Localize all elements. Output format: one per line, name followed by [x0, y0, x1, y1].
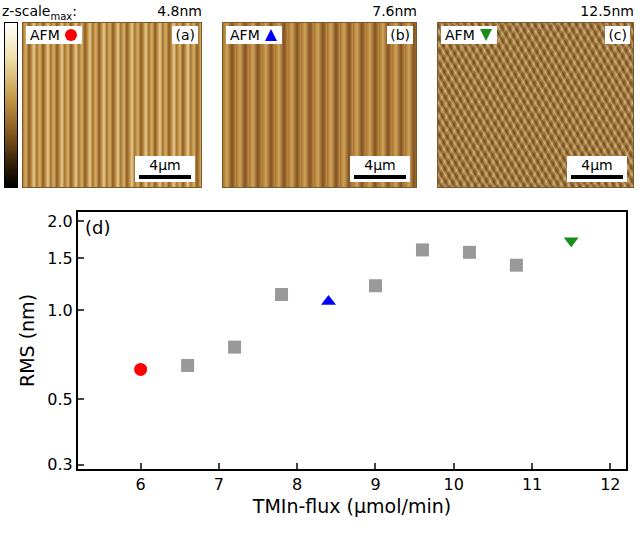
svg-text:(d): (d)	[85, 217, 110, 238]
html-text:AFM: AFM	[445, 27, 475, 43]
html-text:(a): (a)	[175, 27, 195, 43]
svg-text:12: 12	[600, 475, 620, 494]
svg-text:RMS (nm): RMS (nm)	[16, 294, 38, 387]
svg-text:8: 8	[292, 475, 302, 494]
html-text:AFM: AFM	[230, 27, 260, 43]
svg-text:0.5: 0.5	[47, 390, 72, 409]
html-text:7.6nm: 7.6nm	[372, 3, 417, 19]
html-text:4µm: 4µm	[581, 157, 613, 173]
svg-text:9: 9	[370, 475, 380, 494]
html-text:4µm: 4µm	[364, 157, 396, 173]
html-text:4µm: 4µm	[149, 157, 181, 173]
svg-text:2.0: 2.0	[47, 212, 72, 231]
svg-text:TMIn-flux (µmol/min): TMIn-flux (µmol/min)	[252, 495, 451, 517]
svg-text:7: 7	[214, 475, 224, 494]
svg-text:1.0: 1.0	[47, 301, 72, 320]
html-text:(b): (b)	[390, 27, 410, 43]
svg-text:1.5: 1.5	[47, 249, 72, 268]
html-text:(c): (c)	[608, 27, 627, 43]
svg-text:10: 10	[444, 475, 464, 494]
html-text:4.8nm: 4.8nm	[157, 3, 202, 19]
svg-text:11: 11	[522, 475, 542, 494]
html-text:z-scalemax:: z-scalemax:	[2, 3, 77, 22]
svg-text:0.3: 0.3	[47, 455, 72, 474]
html-text:12.5nm: 12.5nm	[580, 3, 634, 19]
svg-text:6: 6	[136, 475, 146, 494]
html-text:AFM: AFM	[30, 27, 60, 43]
